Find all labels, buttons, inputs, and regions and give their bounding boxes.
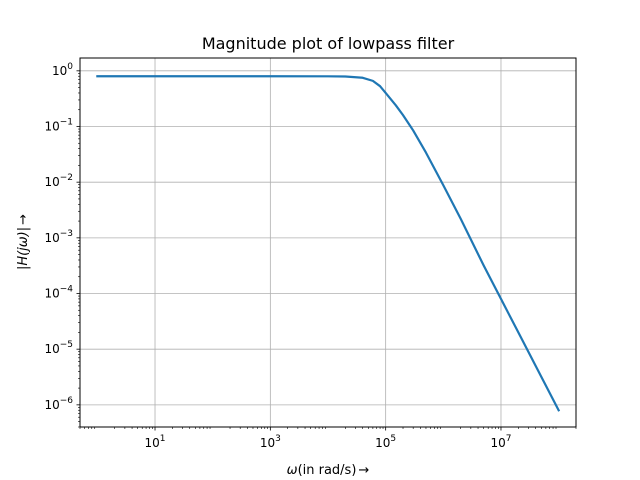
x-tick-label: 101 xyxy=(145,434,166,450)
x-tick-base: 10 xyxy=(375,436,390,450)
y-tick-label: 10−5 xyxy=(44,340,73,356)
grid xyxy=(80,58,576,427)
y-tick-base: 10 xyxy=(44,231,59,245)
x-tick-label: 103 xyxy=(260,434,281,450)
x-tick-base: 10 xyxy=(490,436,505,450)
x-tick-exponent: 5 xyxy=(390,434,396,444)
x-axis-unit: (in rad/s) xyxy=(298,463,357,478)
x-tick-base: 10 xyxy=(145,436,160,450)
y-tick-exponent: −4 xyxy=(60,285,74,295)
x-axis-arrow: → xyxy=(358,463,369,478)
y-tick-exponent: 0 xyxy=(67,62,73,72)
x-tick-exponent: 1 xyxy=(160,434,166,444)
y-tick-label: 10−6 xyxy=(44,396,73,412)
series-layer xyxy=(96,75,561,412)
x-tick-label: 105 xyxy=(375,434,396,450)
y-tick-exponent: −5 xyxy=(60,340,73,350)
x-tick-label: 107 xyxy=(490,434,511,450)
x-tick-exponent: 3 xyxy=(275,434,281,444)
y-tick-label: 10−2 xyxy=(44,173,73,189)
y-tick-label: 100 xyxy=(52,62,73,78)
y-tick-exponent: −1 xyxy=(60,117,73,127)
y-tick-base: 10 xyxy=(44,119,59,133)
x-tick-exponent: 7 xyxy=(506,434,512,444)
y-tick-base: 10 xyxy=(52,64,67,78)
plot-frame xyxy=(79,57,577,428)
y-tick-base: 10 xyxy=(44,175,59,189)
y-tick-label: 10−4 xyxy=(44,285,73,301)
y-tick-exponent: −3 xyxy=(60,229,73,239)
magnitude-series-line xyxy=(96,75,561,412)
y-tick-base: 10 xyxy=(44,398,59,412)
y-tick-label: 10−1 xyxy=(44,117,73,133)
y-tick-exponent: −6 xyxy=(60,396,74,406)
x-axis-label: ω(in rad/s) → xyxy=(287,463,370,478)
y-tick-base: 10 xyxy=(44,287,59,301)
chart-title: Magnitude plot of lowpass filter xyxy=(202,34,455,53)
y-axis-label: |H(jω)| → xyxy=(16,214,31,270)
x-axis-variable: ω xyxy=(287,463,298,478)
y-tick-label: 10−3 xyxy=(44,229,73,245)
y-axis-text: |H(jω)| xyxy=(16,227,31,270)
y-axis-arrow: → xyxy=(16,214,31,225)
x-tick-base: 10 xyxy=(260,436,275,450)
y-tick-base: 10 xyxy=(44,342,59,356)
y-tick-exponent: −2 xyxy=(60,173,73,183)
